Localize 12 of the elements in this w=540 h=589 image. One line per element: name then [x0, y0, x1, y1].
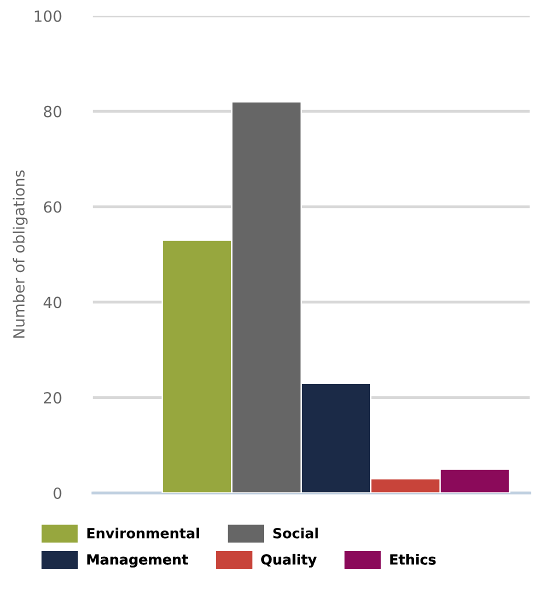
legend-label: Ethics — [390, 554, 436, 565]
y-tick-label: 100 — [34, 10, 62, 22]
y-tick-label: 0 — [54, 487, 62, 500]
legend-label: Social — [273, 528, 318, 538]
y-axis-title: Number of obligations — [12, 170, 28, 338]
legend-label: Quality — [261, 554, 317, 568]
y-tick-label: 80 — [44, 106, 62, 118]
y-tick-label: 20 — [44, 392, 62, 404]
legend-label: Management — [87, 554, 188, 568]
y-tick-label: 60 — [44, 201, 62, 213]
legend-label: Environmental — [87, 528, 199, 538]
y-tick-label: 40 — [44, 296, 62, 308]
